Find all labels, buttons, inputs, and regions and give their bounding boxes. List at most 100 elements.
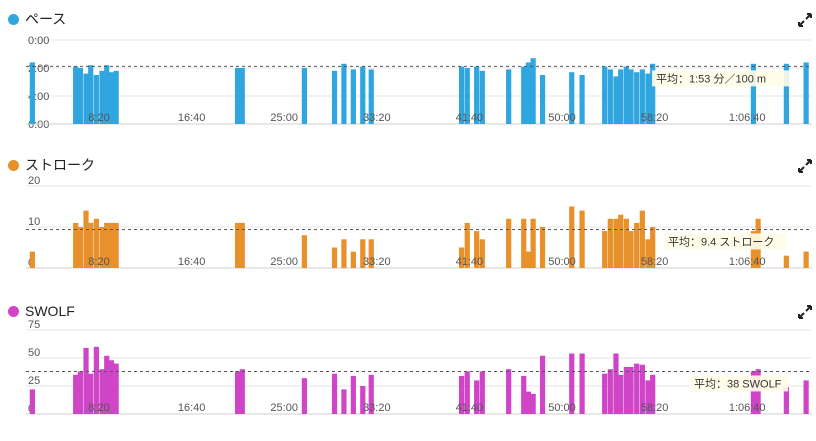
bar[interactable] (368, 69, 374, 124)
bar[interactable] (639, 364, 645, 414)
bar[interactable] (650, 63, 656, 124)
bar[interactable] (525, 62, 532, 124)
bar[interactable] (474, 231, 480, 268)
bar[interactable] (239, 369, 245, 414)
bar[interactable] (301, 378, 308, 414)
bar[interactable] (77, 227, 83, 268)
bar[interactable] (459, 375, 465, 414)
bar[interactable] (607, 218, 613, 268)
bar[interactable] (29, 389, 35, 414)
bar[interactable] (99, 369, 105, 414)
bar[interactable] (639, 69, 645, 124)
bar[interactable] (350, 375, 356, 414)
bar[interactable] (360, 239, 366, 268)
bar[interactable] (623, 366, 629, 414)
bar[interactable] (474, 66, 480, 124)
bar[interactable] (331, 373, 338, 414)
bar[interactable] (613, 218, 619, 268)
bar[interactable] (634, 363, 640, 414)
expand-arrows-icon[interactable] (798, 13, 812, 27)
bar[interactable] (341, 63, 347, 124)
bar[interactable] (93, 218, 99, 268)
bar[interactable] (331, 70, 338, 124)
bar[interactable] (108, 360, 115, 414)
bar[interactable] (99, 70, 105, 124)
bar[interactable] (506, 218, 512, 268)
bar[interactable] (77, 68, 83, 124)
bar[interactable] (579, 353, 585, 414)
bar[interactable] (623, 218, 629, 268)
bar[interactable] (645, 380, 651, 414)
bar[interactable] (521, 375, 527, 414)
bar[interactable] (479, 70, 485, 124)
bar[interactable] (73, 374, 79, 414)
expand-arrows-icon[interactable] (798, 159, 812, 173)
bar[interactable] (628, 366, 634, 414)
bar[interactable] (607, 69, 613, 124)
bar[interactable] (618, 214, 624, 268)
bar[interactable] (569, 206, 575, 269)
bar[interactable] (113, 222, 119, 268)
bar[interactable] (650, 227, 656, 268)
bar[interactable] (29, 251, 35, 268)
bar[interactable] (108, 222, 115, 268)
bar[interactable] (73, 66, 79, 124)
bar[interactable] (750, 371, 757, 414)
bar[interactable] (104, 355, 110, 414)
bar[interactable] (464, 371, 470, 414)
bar[interactable] (750, 63, 757, 124)
bar[interactable] (803, 251, 809, 268)
bar[interactable] (88, 65, 94, 124)
bar[interactable] (83, 210, 89, 268)
bar[interactable] (93, 346, 99, 414)
bar[interactable] (783, 387, 789, 414)
bar[interactable] (579, 210, 585, 268)
bar[interactable] (234, 222, 241, 268)
bar[interactable] (579, 75, 585, 124)
bar[interactable] (530, 218, 536, 268)
bar[interactable] (301, 235, 308, 268)
bar[interactable] (521, 66, 527, 124)
bar[interactable] (83, 73, 89, 124)
bar[interactable] (368, 374, 374, 414)
bar[interactable] (530, 393, 536, 414)
bar[interactable] (464, 222, 470, 268)
bar[interactable] (628, 69, 634, 124)
bar[interactable] (783, 63, 789, 124)
bar[interactable] (645, 73, 651, 124)
bar[interactable] (525, 391, 532, 414)
bar[interactable] (29, 62, 35, 124)
bar[interactable] (539, 227, 546, 268)
bar[interactable] (104, 222, 110, 268)
bar[interactable] (628, 231, 634, 268)
bar[interactable] (331, 247, 338, 269)
bar[interactable] (539, 355, 546, 414)
bar[interactable] (569, 72, 575, 124)
bar[interactable] (521, 218, 527, 268)
bar[interactable] (783, 255, 789, 268)
bar[interactable] (108, 72, 115, 124)
bar[interactable] (234, 371, 241, 414)
bar[interactable] (239, 222, 245, 268)
bar[interactable] (755, 369, 761, 414)
bar[interactable] (569, 353, 575, 414)
bar[interactable] (607, 369, 613, 414)
bar[interactable] (618, 374, 624, 414)
bar[interactable] (234, 68, 241, 124)
bar[interactable] (341, 239, 347, 268)
bar[interactable] (88, 373, 94, 414)
bar[interactable] (459, 66, 465, 124)
bar[interactable] (77, 371, 83, 414)
bar[interactable] (474, 380, 480, 414)
bar[interactable] (618, 69, 624, 124)
bar[interactable] (459, 247, 465, 269)
bar[interactable] (73, 222, 79, 268)
bar[interactable] (539, 75, 546, 124)
bar[interactable] (301, 68, 308, 124)
bar[interactable] (530, 58, 536, 125)
bar[interactable] (613, 353, 619, 414)
bar[interactable] (525, 251, 532, 268)
bar[interactable] (93, 75, 99, 124)
bar[interactable] (350, 69, 356, 124)
expand-arrows-icon[interactable] (798, 305, 812, 319)
